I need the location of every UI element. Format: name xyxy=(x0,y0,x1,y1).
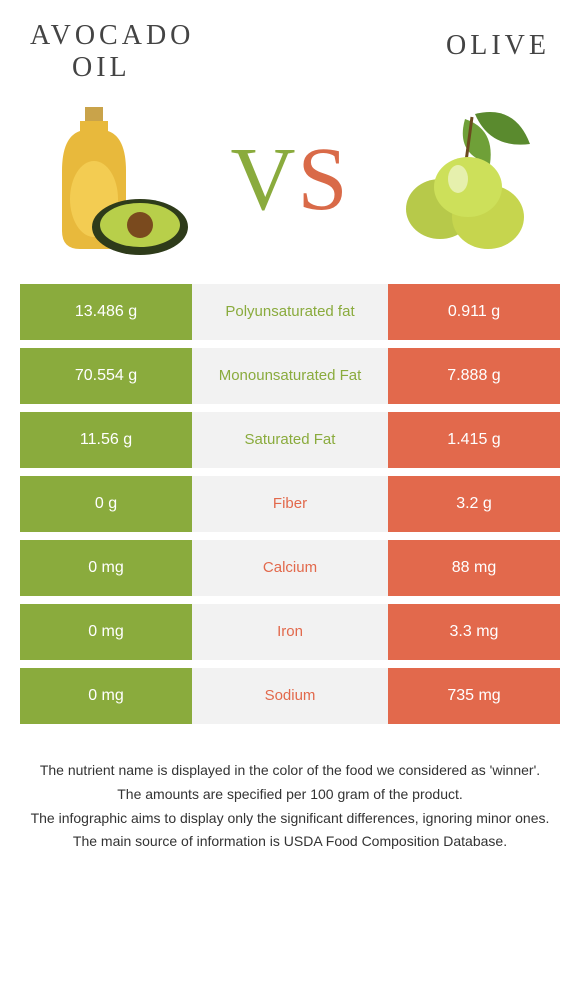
table-row: 0 gFiber3.2 g xyxy=(20,476,560,532)
vs-s: S xyxy=(297,130,349,229)
nutrient-label: Calcium xyxy=(192,540,388,596)
vs-v: V xyxy=(230,130,297,229)
left-value: 13.486 g xyxy=(20,284,192,340)
nutrient-label: Sodium xyxy=(192,668,388,724)
nutrient-label: Monounsaturated Fat xyxy=(192,348,388,404)
right-value: 1.415 g xyxy=(388,412,560,468)
footer-line-4: The main source of information is USDA F… xyxy=(26,831,554,853)
right-value: 3.2 g xyxy=(388,476,560,532)
table-row: 11.56 gSaturated Fat1.415 g xyxy=(20,412,560,468)
nutrient-label: Fiber xyxy=(192,476,388,532)
right-value: 735 mg xyxy=(388,668,560,724)
title-olive: OLIVE xyxy=(446,20,550,62)
footer-line-3: The infographic aims to display only the… xyxy=(26,808,554,830)
table-row: 0 mgCalcium88 mg xyxy=(20,540,560,596)
nutrient-label: Iron xyxy=(192,604,388,660)
left-value: 11.56 g xyxy=(20,412,192,468)
right-value: 7.888 g xyxy=(388,348,560,404)
left-value: 0 mg xyxy=(20,668,192,724)
left-value: 0 mg xyxy=(20,540,192,596)
left-value: 70.554 g xyxy=(20,348,192,404)
olive-image xyxy=(370,94,560,264)
header: AVOCADO OIL OLIVE xyxy=(0,0,580,84)
footer-notes: The nutrient name is displayed in the co… xyxy=(0,732,580,853)
table-row: 70.554 gMonounsaturated Fat7.888 g xyxy=(20,348,560,404)
comparison-table: 13.486 gPolyunsaturated fat0.911 g 70.554… xyxy=(0,284,580,724)
table-row: 13.486 gPolyunsaturated fat0.911 g xyxy=(20,284,560,340)
left-value: 0 g xyxy=(20,476,192,532)
footer-line-1: The nutrient name is displayed in the co… xyxy=(26,760,554,782)
nutrient-label: Polyunsaturated fat xyxy=(192,284,388,340)
title-avocado-oil: AVOCADO OIL xyxy=(30,20,194,84)
avocado-oil-image xyxy=(20,94,210,264)
nutrient-label: Saturated Fat xyxy=(192,412,388,468)
title-left-line1: AVOCADO xyxy=(30,20,194,52)
footer-line-2: The amounts are specified per 100 gram o… xyxy=(26,784,554,806)
left-value: 0 mg xyxy=(20,604,192,660)
vs-label: VS xyxy=(230,128,349,231)
title-left-line2: OIL xyxy=(30,52,194,84)
table-row: 0 mgSodium735 mg xyxy=(20,668,560,724)
right-value: 0.911 g xyxy=(388,284,560,340)
hero-row: VS xyxy=(0,84,580,284)
right-value: 88 mg xyxy=(388,540,560,596)
table-row: 0 mgIron3.3 mg xyxy=(20,604,560,660)
right-value: 3.3 mg xyxy=(388,604,560,660)
